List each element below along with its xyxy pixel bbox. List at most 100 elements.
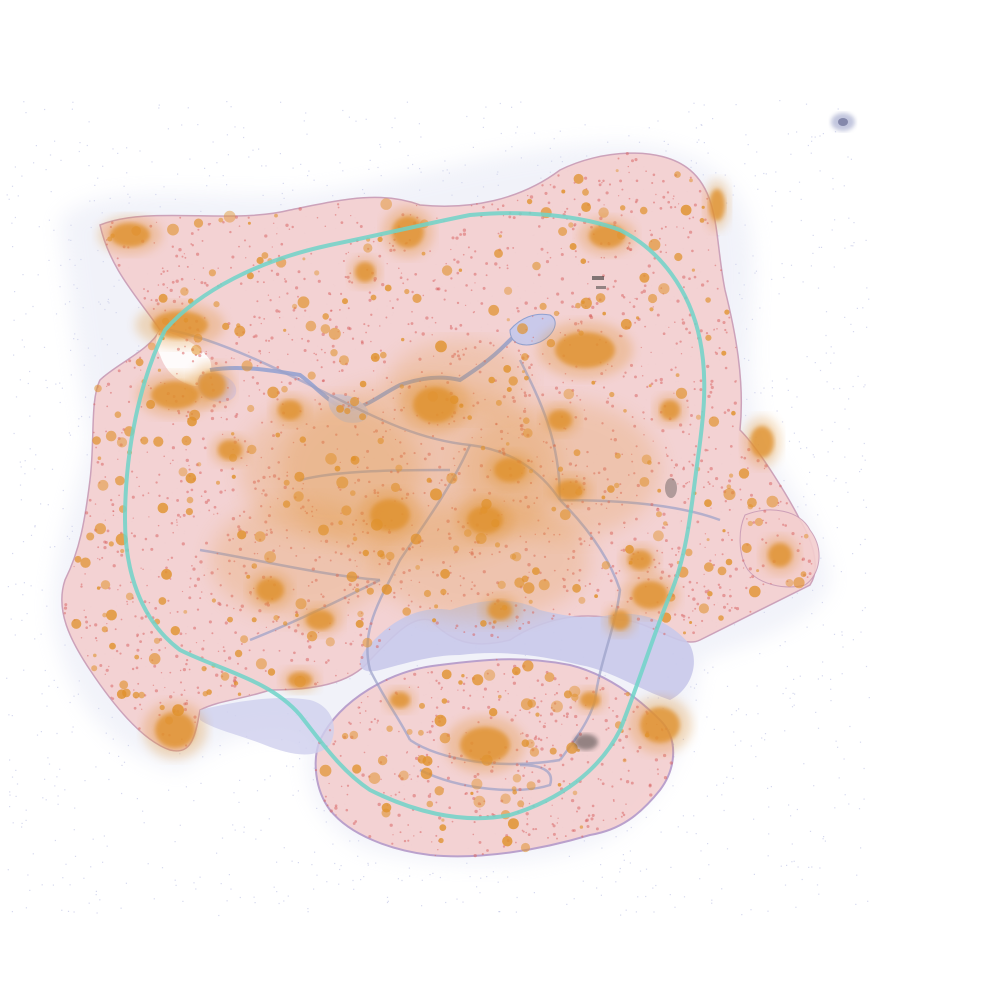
hotspot-dot [557,783,562,787]
activity-dot [496,208,500,211]
scatter-point [848,217,850,219]
hotspot [355,262,375,282]
activity-dot [112,514,115,517]
scatter-point [41,589,43,591]
activity-dot [201,239,204,242]
activity-dot [138,356,142,359]
scatter-point [353,888,355,890]
activity-dot [435,801,438,804]
activity-dot [702,486,705,489]
scatter-point [77,693,79,695]
scatter-point [360,879,362,881]
activity-dot [667,574,671,578]
scatter-point [200,782,202,784]
activity-dot [779,484,782,488]
activity-dot [478,840,482,844]
scatter-point [700,850,702,852]
hotspot-dot [573,449,581,457]
activity-dot [354,820,358,823]
activity-dot [426,779,430,783]
scatter-point [852,639,854,641]
activity-dot [408,686,411,688]
scatter-point [326,881,328,883]
hotspot-dot [180,287,189,296]
hotspot-dot [568,222,574,228]
activity-dot [707,249,710,251]
hotspot-dot [439,732,451,744]
scatter-point [499,911,501,913]
activity-dot [605,191,609,195]
hotspot-dot [359,413,367,421]
activity-dot [541,317,544,320]
scatter-point [278,902,280,905]
hotspot-dot [747,520,753,527]
activity-dot [707,394,711,399]
scatter-point [620,914,622,916]
activity-dot [565,715,569,719]
hotspot-dot [658,283,670,295]
activity-dot [539,714,542,717]
scatter-point [27,874,29,876]
hotspot-dot [467,415,473,420]
scatter-point [21,822,23,824]
hotspot [750,426,774,458]
hotspot-dot [283,621,288,626]
activity-dot [260,322,262,325]
scatter-point [798,441,800,443]
activity-dot [633,537,637,541]
hotspot-dot [481,754,493,766]
activity-dot [706,364,710,369]
hotspot-glow [370,500,590,620]
scatter-point [41,693,43,695]
scatter-point [817,514,819,516]
scatter-point [94,184,96,186]
dark-features [574,276,677,750]
activity-dot [597,777,600,780]
scatter-point [97,177,99,179]
activity-dot [356,221,359,224]
scatter-point [836,527,838,529]
hotspot-dot [206,689,212,695]
hotspot-dot [803,533,809,539]
activity-dot [359,663,362,665]
activity-dot [425,316,429,320]
activity-dot [579,398,582,401]
scatter-point [863,798,865,800]
activity-dot [749,576,752,579]
scatter-point [243,127,245,129]
scatter-point [93,200,95,202]
activity-dot [670,368,673,371]
hotspot-dot [181,435,192,446]
activity-dot [272,620,275,623]
hotspot-dot [292,303,298,309]
activity-dot [483,800,486,803]
activity-dot [518,626,522,630]
activity-dot [665,453,668,455]
scatter-point [6,194,8,196]
scatter-point [43,346,46,348]
activity-dot [540,247,544,251]
scatter-point [837,746,839,748]
activity-dot [150,299,153,302]
activity-dot [729,594,732,598]
activity-dot [622,746,625,749]
scatter-point [760,392,762,394]
scatter-point [763,387,765,389]
activity-dot [672,198,674,200]
scatter-point [740,740,742,742]
activity-dot [136,633,140,637]
activity-dot [552,709,556,712]
hotspot-dot [283,328,287,332]
activity-dot [262,281,265,284]
activity-dot [464,304,467,307]
scatter-point [112,738,114,740]
scatter-point [645,895,647,898]
scatter-point [412,163,414,166]
activity-dot [472,833,475,836]
activity-dot [470,204,473,207]
activity-dot [388,628,391,631]
activity-dot [175,254,179,258]
scatter-point [856,307,858,309]
activity-dot [608,183,612,186]
scatter-point [757,713,759,715]
